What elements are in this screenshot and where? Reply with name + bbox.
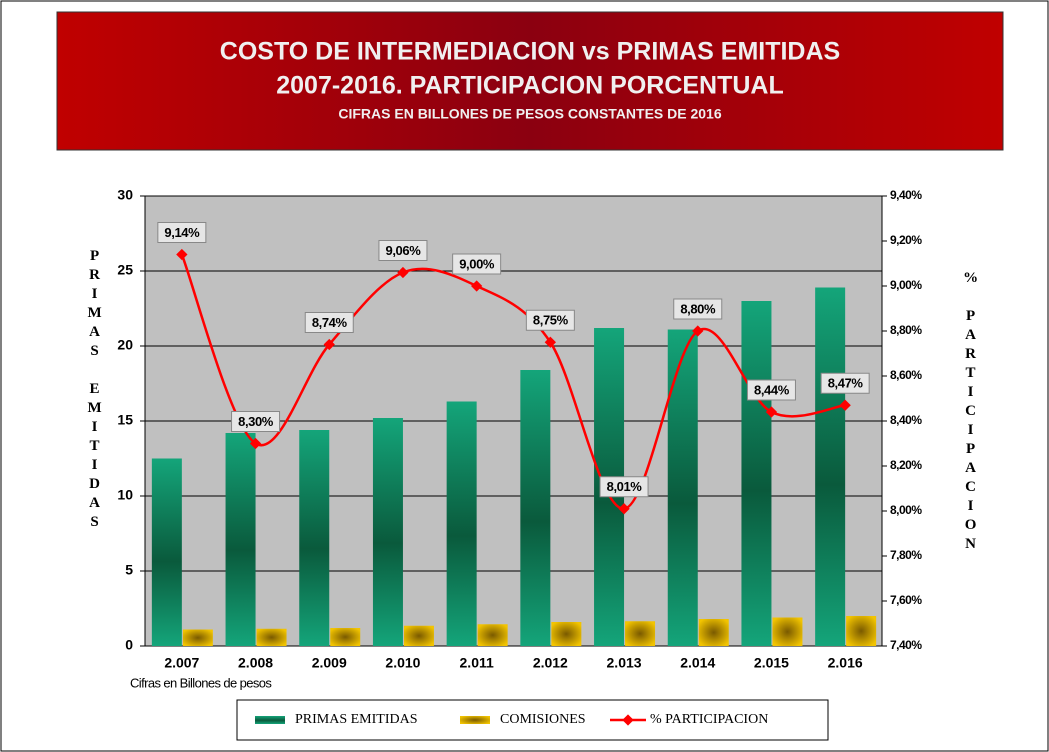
- y2-tick-label: 8,40%: [890, 413, 922, 427]
- bar: [330, 628, 361, 646]
- data-label-box: [673, 298, 723, 320]
- x-tick-label: 2.015: [754, 655, 789, 671]
- legend-label: % PARTICIPACION: [650, 712, 768, 727]
- chart-subtitle: CIFRAS EN BILLONES DE PESOS CONSTANTES D…: [338, 106, 721, 122]
- legend-marker: [622, 714, 634, 726]
- y-axis-label: PRIMAS EMITIDAS: [87, 248, 103, 533]
- legend-label: COMISIONES: [500, 712, 586, 727]
- marker: [470, 280, 483, 292]
- marker: [839, 399, 851, 411]
- marker: [176, 248, 188, 261]
- y-tick-label: 10: [117, 487, 133, 503]
- data-label-box: [231, 411, 281, 432]
- bar: [625, 621, 656, 646]
- data-label: 9,14%: [164, 225, 200, 240]
- bar: [403, 625, 434, 646]
- data-label-box: [599, 476, 649, 498]
- data-label-box: [820, 372, 870, 394]
- x-tick-label: 2.009: [312, 655, 347, 671]
- bar: [667, 329, 698, 646]
- marker: [249, 437, 262, 450]
- y2-tick-label: 8,20%: [890, 458, 922, 472]
- bar: [477, 624, 508, 646]
- data-label-box: [157, 222, 207, 243]
- bar: [299, 430, 330, 646]
- bar: [225, 433, 256, 646]
- data-label: 8,01%: [607, 479, 643, 494]
- data-label-box: [746, 379, 796, 401]
- legend: [236, 699, 829, 741]
- data-label: 9,06%: [386, 243, 422, 258]
- data-label: 8,47%: [828, 376, 864, 391]
- y-tick-label: 20: [117, 337, 133, 353]
- data-label: 8,74%: [312, 315, 348, 330]
- y2-axis-label: % PARTICIPACION: [963, 270, 979, 555]
- x-tick-label: 2.007: [164, 655, 199, 671]
- y2-tick-label: 8,60%: [890, 368, 922, 382]
- bar: [182, 629, 213, 646]
- x-tick-label: 2.014: [680, 655, 715, 671]
- x-tick-label: 2.013: [607, 655, 642, 671]
- chart-title: 2007-2016. PARTICIPACION PORCENTUAL: [276, 72, 784, 100]
- y2-tick-label: 9,00%: [890, 278, 922, 292]
- y2-tick-label: 8,00%: [890, 503, 922, 517]
- bar: [698, 619, 729, 646]
- marker: [692, 325, 704, 337]
- marker: [323, 338, 335, 351]
- x-tick-label: 2.016: [828, 655, 863, 671]
- y2-tick-label: 8,80%: [890, 323, 922, 337]
- x-tick-label: 2.010: [385, 655, 420, 671]
- bar: [815, 287, 846, 646]
- bar: [846, 616, 877, 646]
- bar: [551, 622, 582, 646]
- marker: [544, 336, 557, 348]
- x-tick-label: 2.008: [238, 655, 273, 671]
- bar: [446, 401, 477, 646]
- data-label: 8,30%: [238, 414, 274, 429]
- y-tick-label: 0: [125, 637, 133, 653]
- note: Cifras en Billones de pesos: [130, 675, 272, 690]
- data-label: 9,00%: [459, 256, 495, 271]
- data-label: 8,44%: [754, 382, 790, 397]
- y2-tick-label: 7,40%: [890, 638, 922, 652]
- data-label: 8,80%: [680, 301, 716, 316]
- y2-tick-label: 7,60%: [890, 593, 922, 607]
- y-tick-label: 30: [117, 187, 133, 203]
- bar: [256, 628, 287, 646]
- data-label-box: [378, 240, 428, 261]
- marker: [765, 406, 778, 418]
- bar: [520, 370, 551, 646]
- y2-tick-label: 9,40%: [890, 188, 922, 202]
- y-tick-label: 15: [117, 412, 133, 428]
- y-tick-label: 5: [125, 562, 133, 578]
- y-tick-label: 25: [117, 262, 133, 278]
- data-label: 8,75%: [533, 313, 569, 328]
- bar: [772, 617, 803, 646]
- data-label-box: [452, 253, 502, 275]
- y2-tick-label: 9,20%: [890, 233, 922, 247]
- legend-swatch: [255, 716, 285, 724]
- marker: [397, 266, 409, 279]
- title-box: [56, 11, 1004, 151]
- legend-label: PRIMAS EMITIDAS: [295, 712, 418, 727]
- chart-title: COSTO DE INTERMEDIACION vs PRIMAS EMITID…: [220, 38, 840, 66]
- bar: [372, 418, 403, 646]
- x-tick-label: 2.012: [533, 655, 568, 671]
- legend-swatch: [460, 716, 490, 724]
- bar: [151, 458, 182, 646]
- data-label-box: [525, 309, 575, 331]
- x-tick-label: 2.011: [460, 655, 494, 671]
- data-label-box: [304, 312, 354, 333]
- y2-tick-label: 7,80%: [890, 548, 922, 562]
- marker: [618, 503, 630, 515]
- bar: [741, 301, 772, 646]
